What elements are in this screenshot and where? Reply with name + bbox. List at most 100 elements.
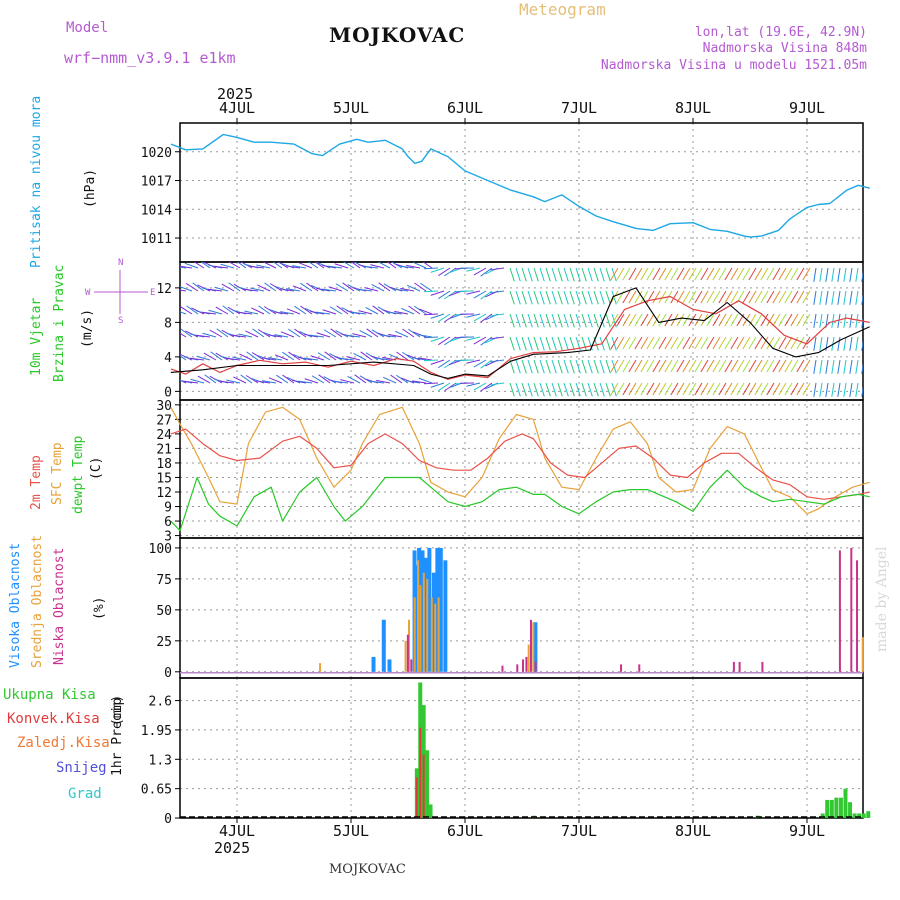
wind-arrow: [402, 351, 415, 361]
wind-arrow: [599, 290, 605, 305]
wind-arrow: [724, 313, 733, 327]
wind-arrow: [521, 267, 527, 282]
wind-arrow: [688, 313, 697, 327]
day-label-top: 4JUL: [219, 99, 255, 117]
wind-arrow: [861, 294, 863, 305]
wind-arrow: [628, 313, 637, 327]
wind-arrow: [228, 262, 241, 269]
wind-arrow: [563, 267, 569, 282]
wind-arrow: [754, 382, 763, 396]
day-label-top: 9JUL: [789, 99, 825, 117]
wind-arrow: [813, 382, 817, 397]
wind-arrow: [238, 311, 253, 315]
wind-arrow: [706, 359, 715, 373]
wind-arrow: [490, 359, 505, 363]
ytick-label-pressure: 1011: [141, 232, 172, 247]
wind-arrow: [796, 290, 805, 304]
wind-arrow: [622, 290, 631, 304]
wind-arrow: [378, 282, 391, 292]
wind-arrow: [418, 308, 433, 315]
wind-arrow: [754, 290, 763, 304]
wind-arrow: [664, 382, 673, 396]
wind-arrow: [819, 382, 823, 397]
wind-arrow: [388, 333, 403, 338]
ytick-label-temperature: 6: [164, 515, 172, 530]
wind-arrow: [394, 288, 409, 292]
wind-arrow: [700, 382, 709, 396]
wind-arrow: [569, 290, 575, 305]
wind-arrow: [180, 313, 181, 314]
wind-arrow: [545, 359, 551, 374]
wind-arrow: [622, 359, 631, 373]
wind-arrow: [306, 282, 319, 292]
wind-arrow: [423, 382, 439, 385]
wind-arrow: [706, 382, 715, 396]
wind-arrow: [264, 282, 277, 292]
wind-arrow: [730, 336, 739, 350]
wind-arrow: [388, 311, 403, 315]
cloud-unit: (%): [92, 596, 107, 620]
wind-arrow: [438, 290, 451, 300]
wind-arrow: [802, 290, 811, 304]
wind-arrow: [238, 333, 253, 338]
wind-arrow: [855, 359, 859, 374]
wind-arrow: [634, 267, 643, 281]
wind-arrow: [575, 382, 581, 397]
wind-arrow: [423, 290, 439, 293]
wind-arrows-group: [180, 262, 863, 397]
wind-arrow: [819, 267, 823, 282]
wind-arrow: [831, 313, 835, 328]
wind-arrow: [843, 267, 847, 282]
wind-arrow: [334, 263, 349, 269]
wind-arrow: [634, 290, 643, 304]
wind-arrow: [480, 313, 493, 323]
wind-arrow: [778, 290, 787, 304]
wind-arrow: [533, 267, 539, 282]
wind-arrow: [676, 382, 685, 396]
wind-arrow: [646, 336, 655, 350]
wind-arrow: [670, 313, 679, 327]
wind-arrow: [490, 313, 505, 317]
panel-frame-clouds: [179, 537, 864, 679]
cloud-bar-2: [738, 661, 741, 672]
wind-arrow: [364, 287, 379, 292]
wind-arrow: [354, 374, 367, 384]
temp-sfc-line: [170, 406, 870, 515]
wind-arrow: [682, 359, 691, 373]
wind-arrow: [634, 382, 643, 396]
wind-arrow: [843, 382, 847, 397]
model-name: wrf−nmm_v3.9.1 e1km: [64, 49, 236, 67]
wind-arrow: [754, 359, 763, 373]
wind-arrow: [766, 336, 775, 350]
wind-arrow: [760, 382, 769, 396]
wind-arrow: [772, 382, 781, 396]
wind-arrow: [628, 359, 637, 373]
wind-arrow: [563, 359, 569, 374]
wind-arrow: [480, 267, 493, 277]
wind-arrow: [670, 359, 679, 373]
wind-arrow: [605, 267, 611, 282]
day-label-bottom: 9JUL: [789, 822, 825, 840]
wind-arrow: [244, 310, 259, 315]
legend-snijeg: Snijeg: [56, 760, 107, 776]
elevation-label: Nadmorska Visina 848m: [702, 41, 867, 56]
wind-arrow: [652, 336, 661, 350]
cloud-bar-2: [501, 665, 504, 672]
wind-arrow: [430, 336, 445, 342]
wind-arrow: [423, 336, 439, 339]
precip-bar-0: [843, 788, 848, 818]
wind-arrow: [515, 382, 521, 397]
wind-arrow: [515, 336, 521, 351]
wind-arrow: [323, 329, 337, 338]
wind-arrow: [204, 374, 217, 384]
wind-arrow: [718, 267, 727, 281]
wind-arrow: [527, 336, 533, 351]
wind-arrow: [418, 357, 433, 361]
cloud-bar-1: [417, 560, 420, 672]
wind-arrow: [232, 334, 247, 338]
wind-arrow: [539, 267, 545, 282]
wind-arrow: [180, 306, 193, 315]
wind-arrow: [772, 336, 781, 350]
cloud-bar-2: [516, 664, 519, 672]
wind-arrow: [616, 313, 625, 327]
